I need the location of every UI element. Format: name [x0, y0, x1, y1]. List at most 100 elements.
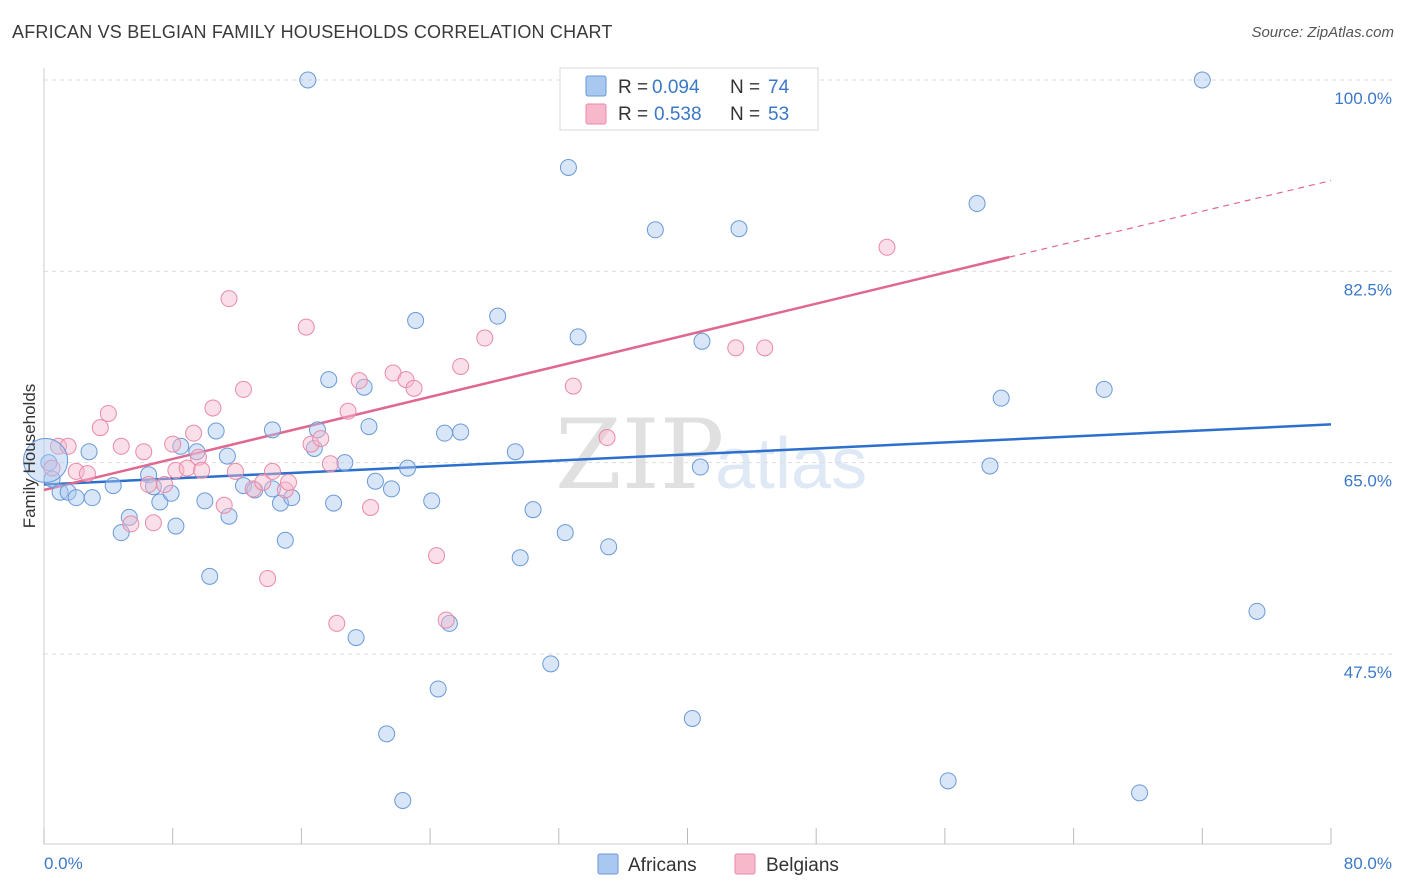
data-point-africans: [1095, 380, 1113, 398]
data-point-belgians: [178, 459, 196, 477]
data-point-belgians: [263, 462, 281, 480]
bottom-legend-swatch-africans: [597, 853, 619, 875]
data-point-africans: [162, 484, 180, 502]
data-point-belgians: [302, 435, 320, 453]
data-point-africans: [407, 312, 425, 330]
data-point-africans: [104, 477, 122, 495]
data-point-africans: [542, 655, 560, 673]
y-tick-label: 82.5%: [1344, 280, 1392, 299]
data-point-africans: [440, 614, 458, 632]
data-point-belgians: [164, 435, 182, 453]
data-point-belgians: [167, 461, 185, 479]
data-point-africans: [234, 477, 252, 495]
data-point-africans: [308, 421, 326, 439]
data-point-africans: [693, 332, 711, 350]
data-point-africans: [600, 538, 618, 556]
data-point-africans: [511, 549, 529, 567]
data-point-africans: [299, 71, 317, 89]
data-point-belgians: [312, 430, 330, 448]
data-point-africans: [691, 458, 709, 476]
data-point-belgians: [112, 437, 130, 455]
data-point-africans: [452, 423, 470, 441]
data-point-africans: [120, 508, 138, 526]
data-point-africans: [429, 680, 447, 698]
data-point-africans: [1248, 602, 1266, 620]
data-point-belgians: [204, 399, 222, 417]
watermark: ZIP atlas: [555, 399, 867, 511]
y-tick-label: 65.0%: [1344, 472, 1392, 491]
trend-extension-belgians: [1009, 180, 1332, 258]
data-point-belgians: [234, 380, 252, 398]
data-point-belgians: [193, 461, 211, 479]
legend-n-africans: 74: [768, 77, 790, 98]
data-point-africans: [325, 494, 343, 512]
data-point-belgians: [59, 437, 77, 455]
watermark-atlas: atlas: [715, 424, 867, 504]
data-point-belgians: [140, 476, 158, 494]
data-point-belgians: [122, 515, 140, 533]
data-point-africans: [218, 447, 236, 465]
data-point-africans: [556, 524, 574, 542]
data-point-belgians: [156, 476, 174, 494]
data-point-belgians: [43, 459, 61, 477]
data-point-africans: [276, 531, 294, 549]
legend-r-belgians: 0.538: [654, 104, 702, 125]
data-points: [23, 71, 1266, 810]
data-point-africans: [80, 443, 98, 461]
data-point-africans-large: [23, 437, 69, 483]
data-point-belgians: [99, 404, 117, 422]
grid: [44, 79, 1392, 655]
data-point-africans: [683, 710, 701, 728]
data-point-belgians: [135, 443, 153, 461]
y-tick-label: 100.0%: [1334, 89, 1392, 108]
data-point-africans: [196, 492, 214, 510]
data-point-belgians: [452, 357, 470, 375]
data-point-belgians: [49, 437, 67, 455]
data-point-africans: [151, 493, 169, 511]
data-point-africans: [220, 507, 238, 525]
bottom-legend-belgians: Belgians: [766, 855, 839, 876]
data-point-africans: [263, 480, 281, 498]
data-point-africans: [968, 195, 986, 213]
legend-n-label-belgians: N =: [730, 104, 760, 125]
bottom-legend-swatch-belgians: [734, 853, 756, 875]
legend-r-label-africans: R =: [618, 77, 648, 98]
data-point-africans: [394, 792, 412, 810]
data-point-africans: [981, 457, 999, 475]
data-point-africans: [646, 221, 664, 239]
data-point-belgians: [280, 473, 298, 491]
data-point-africans: [524, 501, 542, 519]
legend-r-label-belgians: R =: [618, 104, 648, 125]
data-point-africans: [347, 629, 365, 647]
data-point-africans: [506, 443, 524, 461]
data-point-africans: [939, 772, 957, 790]
data-point-belgians: [598, 429, 616, 447]
data-point-belgians: [405, 379, 423, 397]
data-point-belgians: [144, 514, 162, 532]
data-point-belgians: [339, 402, 357, 420]
chart-source: Source: ZipAtlas.com: [1251, 24, 1394, 41]
data-point-africans: [67, 489, 85, 507]
data-point-belgians: [476, 329, 494, 347]
data-point-africans: [489, 307, 507, 325]
x-tick-label-max: 80.0%: [1344, 854, 1392, 873]
data-point-belgians: [328, 614, 346, 632]
data-point-belgians: [428, 547, 446, 565]
legend: R = 0.094 N = 74 R = 0.538 N = 53: [559, 67, 819, 131]
data-point-belgians: [220, 290, 238, 308]
data-point-belgians: [321, 455, 339, 473]
data-point-africans: [320, 371, 338, 389]
data-point-belgians: [78, 465, 96, 483]
data-point-africans: [263, 421, 281, 439]
data-point-africans: [336, 454, 354, 472]
y-tick-label: 47.5%: [1344, 663, 1392, 682]
legend-n-label-africans: N =: [730, 77, 760, 98]
data-point-belgians: [254, 473, 272, 491]
data-point-belgians: [91, 419, 109, 437]
data-point-africans: [167, 517, 185, 535]
data-point-belgians: [244, 480, 262, 498]
data-point-belgians: [564, 377, 582, 395]
data-point-africans: [436, 424, 454, 442]
data-point-belgians: [878, 238, 896, 256]
data-point-africans: [83, 489, 101, 507]
